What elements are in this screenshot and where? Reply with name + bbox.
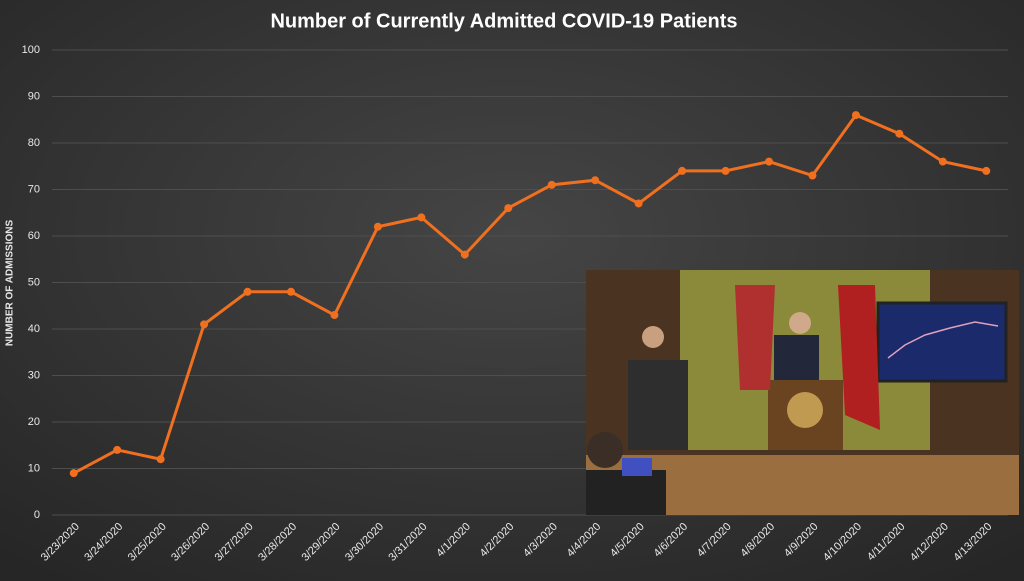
data-point <box>113 445 122 454</box>
chart-title: Number of Currently Admitted COVID-19 Pa… <box>270 10 737 32</box>
data-point <box>765 157 773 166</box>
y-tick-label: 10 <box>28 462 40 474</box>
data-point <box>373 222 382 231</box>
y-tick-label: 40 <box>28 323 40 335</box>
data-point <box>678 166 687 175</box>
data-point <box>591 176 600 185</box>
data-point <box>808 171 817 180</box>
data-point <box>895 129 904 138</box>
y-tick-label: 20 <box>28 416 40 428</box>
y-axis-title: NUMBER OF ADMISSIONS <box>5 220 16 347</box>
data-point <box>156 455 165 464</box>
y-tick-label: 100 <box>22 44 40 56</box>
data-point <box>504 204 513 213</box>
data-point <box>721 166 730 175</box>
data-point <box>287 287 295 296</box>
y-tick-label: 60 <box>28 230 40 242</box>
data-point <box>851 111 860 120</box>
data-point <box>634 199 643 208</box>
video-inset <box>586 270 1019 515</box>
data-point <box>982 166 991 175</box>
data-point <box>547 180 556 189</box>
data-point <box>69 469 78 478</box>
y-tick-label: 0 <box>34 509 40 521</box>
data-point <box>938 157 947 166</box>
data-point <box>417 213 426 222</box>
y-tick-label: 50 <box>28 276 40 288</box>
y-tick-label: 80 <box>28 137 40 149</box>
data-line <box>73 113 987 475</box>
y-tick-label: 70 <box>28 183 40 195</box>
data-point <box>243 287 252 296</box>
data-point <box>200 320 209 329</box>
y-tick-label: 90 <box>28 90 40 102</box>
y-tick-label: 30 <box>28 369 40 381</box>
data-point <box>330 311 339 320</box>
data-point <box>460 250 469 259</box>
